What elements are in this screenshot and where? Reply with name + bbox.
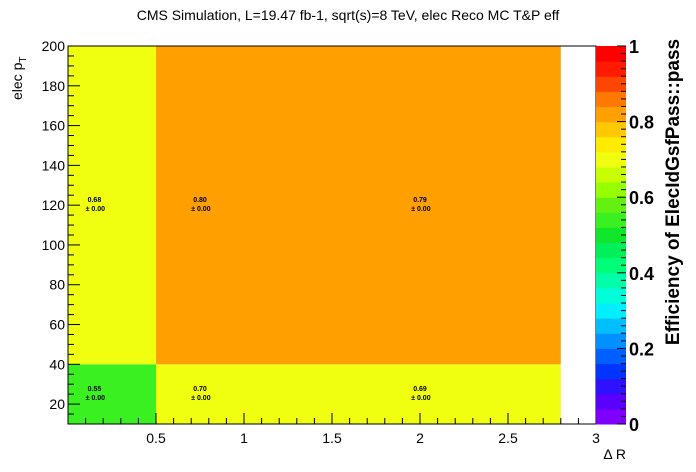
cell-value-label: 0.68 — [88, 197, 102, 204]
color-bar-segment — [596, 151, 626, 168]
x-axis-label: Δ R — [603, 446, 626, 462]
x-tick-label: 2.5 — [498, 430, 518, 446]
y-axis-label-main: elec p — [9, 62, 25, 100]
heatmap-cell — [68, 46, 156, 365]
color-scale-bar — [596, 46, 626, 425]
cell-value-label: 0.80 — [193, 197, 207, 204]
y-axis: 20 40 60 80 100 120 140 160 180 200 — [42, 38, 80, 425]
y-tick-label: 140 — [42, 157, 66, 173]
heatmap-cell — [156, 364, 561, 424]
y-axis-label-subscript: T — [18, 57, 29, 63]
y-tick-label: 80 — [49, 277, 65, 293]
color-bar-segment — [596, 46, 626, 62]
color-bar-segment — [596, 136, 626, 153]
chart-title: CMS Simulation, L=19.47 fb-1, sqrt(s)=8 … — [137, 7, 560, 23]
y-tick-label: 120 — [42, 197, 66, 213]
cell-error-label: ± 0.00 — [86, 395, 106, 402]
y-tick-label: 160 — [42, 118, 66, 134]
color-bar-segment — [596, 318, 626, 334]
color-bar-segment — [596, 121, 626, 138]
color-bar-segment — [596, 287, 626, 304]
color-bar-segment — [596, 348, 626, 365]
cell-error-label: ± 0.00 — [191, 395, 211, 402]
color-bar-segment — [596, 76, 626, 92]
color-bar-segment — [596, 378, 626, 395]
color-bar-segment — [596, 303, 626, 319]
z-tick-label: 0 — [629, 415, 639, 435]
x-axis: 0.5 1 1.5 2 2.5 3 — [67, 413, 600, 446]
color-bar-segment — [596, 242, 626, 259]
cell-value-label: 0.79 — [413, 197, 427, 204]
z-axis-label: Efficiency of ElecIdGsfPass::pass — [663, 39, 684, 345]
y-tick-label: 40 — [49, 356, 65, 372]
y-tick-label: 180 — [42, 78, 66, 94]
color-bar-segment — [596, 61, 626, 77]
cell-value-label: 0.69 — [413, 386, 427, 393]
x-tick-label: 2 — [416, 430, 424, 446]
z-axis: 0 0.2 0.4 0.6 0.8 1 — [617, 37, 654, 435]
cell-labels: 0.55 ± 0.00 0.70 ± 0.00 0.69 ± 0.00 0.68 ± 0.00… — [86, 197, 431, 402]
color-bar-segment — [596, 408, 626, 425]
z-tick-label: 0.8 — [629, 113, 654, 133]
y-tick-label: 200 — [42, 38, 66, 54]
color-bar-segment — [596, 212, 626, 228]
z-tick-label: 0.4 — [629, 264, 654, 284]
color-bar-segment — [596, 257, 626, 274]
cell-error-label: ± 0.00 — [191, 206, 211, 213]
color-bar-segment — [596, 106, 626, 123]
x-tick-label: 3 — [592, 430, 600, 446]
color-bar-segment — [596, 166, 626, 183]
color-bar-segment — [596, 197, 626, 213]
y-axis-label: elec pT — [9, 57, 29, 100]
color-bar-segment — [596, 272, 626, 289]
color-bar-segment — [596, 363, 626, 380]
heatmap-cell — [156, 46, 561, 365]
x-tick-label: 0.5 — [146, 430, 166, 446]
z-tick-label: 0.6 — [629, 188, 654, 208]
y-tick-label: 100 — [42, 237, 66, 253]
cell-value-label: 0.55 — [88, 386, 102, 393]
color-bar-segment — [596, 91, 626, 107]
y-tick-label: 60 — [49, 317, 65, 333]
color-bar-segment — [596, 333, 626, 349]
cell-value-label: 0.70 — [193, 386, 207, 393]
color-bar-segment — [596, 227, 626, 244]
heatmap-cells — [68, 46, 561, 424]
x-tick-label: 1.5 — [322, 430, 342, 446]
z-tick-label: 0.2 — [629, 339, 654, 359]
cell-error-label: ± 0.00 — [86, 206, 106, 213]
z-tick-label: 1 — [629, 37, 639, 57]
heatmap-cell — [68, 364, 156, 424]
color-bar-segment — [596, 182, 626, 198]
cell-error-label: ± 0.00 — [411, 206, 431, 213]
cell-error-label: ± 0.00 — [411, 395, 431, 402]
color-bar-segment — [596, 393, 626, 410]
x-tick-label: 1 — [240, 430, 248, 446]
y-tick-label: 20 — [49, 396, 65, 412]
